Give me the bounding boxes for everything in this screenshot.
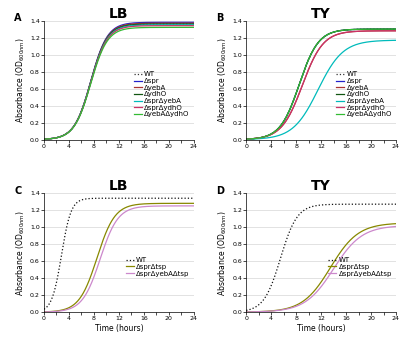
Title: LB: LB <box>109 7 129 21</box>
Y-axis label: Absorbance (OD$_{600nm}$): Absorbance (OD$_{600nm}$) <box>217 210 229 296</box>
Title: TY: TY <box>311 7 331 21</box>
Text: C: C <box>14 186 21 196</box>
X-axis label: Time (hours): Time (hours) <box>94 324 143 333</box>
Legend: WT, Δspr, ΔyebA, ΔydhO, ΔsprΔyebA, ΔsprΔydhO, ΔyebAΔydhO: WT, Δspr, ΔyebA, ΔydhO, ΔsprΔyebA, ΔsprΔ… <box>133 71 190 118</box>
Legend: WT, ΔsprΔtsp, ΔsprΔyebAΔtsp: WT, ΔsprΔtsp, ΔsprΔyebAΔtsp <box>125 257 190 277</box>
Title: LB: LB <box>109 179 129 193</box>
Y-axis label: Absorbance (OD$_{600nm}$): Absorbance (OD$_{600nm}$) <box>217 37 229 123</box>
Legend: WT, ΔsprΔtsp, ΔsprΔyebAΔtsp: WT, ΔsprΔtsp, ΔsprΔyebAΔtsp <box>327 257 392 277</box>
Y-axis label: Absorbance (OD$_{600nm}$): Absorbance (OD$_{600nm}$) <box>15 210 27 296</box>
Text: A: A <box>14 13 22 23</box>
Y-axis label: Absorbance (OD$_{600nm}$): Absorbance (OD$_{600nm}$) <box>15 37 27 123</box>
Title: TY: TY <box>311 179 331 193</box>
X-axis label: Time (hours): Time (hours) <box>297 324 346 333</box>
Legend: WT, Δspr, ΔyebA, ΔydhO, ΔsprΔyebA, ΔsprΔydhO, ΔyebAΔydhO: WT, Δspr, ΔyebA, ΔydhO, ΔsprΔyebA, ΔsprΔ… <box>335 71 392 118</box>
Text: B: B <box>216 13 224 23</box>
Text: D: D <box>216 186 224 196</box>
